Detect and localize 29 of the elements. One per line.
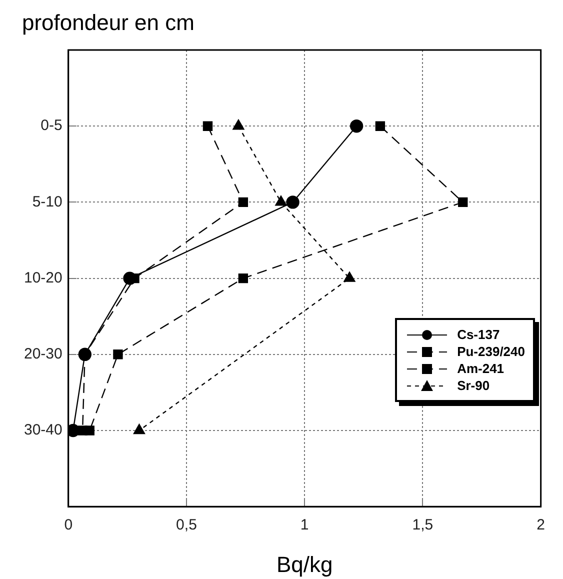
x-tick-label: 1: [300, 516, 309, 534]
x-tick-label: 1,5: [412, 516, 434, 534]
point: [133, 424, 146, 434]
y-tick-label: 20-30: [24, 346, 62, 363]
point: [113, 350, 123, 360]
legend-label: Cs-137: [457, 327, 500, 342]
point: [344, 272, 356, 282]
x-axis-title: Bq/kg: [276, 552, 333, 577]
point: [202, 121, 213, 131]
point: [350, 120, 364, 133]
point: [238, 273, 248, 284]
point: [286, 196, 300, 209]
y-axis-title: profondeur en cm: [22, 10, 194, 36]
point: [78, 426, 88, 436]
legend-label: Am-241: [457, 361, 504, 376]
y-tick-label: 0-5: [40, 117, 62, 134]
legend-label: Sr-90: [457, 378, 490, 393]
x-tick-label: 0,5: [176, 516, 197, 534]
point: [238, 197, 248, 208]
point: [458, 197, 468, 208]
point: [232, 120, 244, 130]
y-tick-label: 10-20: [24, 269, 62, 286]
y-tick-label: 30-40: [24, 422, 62, 439]
x-tick-label: 2: [536, 516, 545, 534]
x-tick-label: 0: [64, 516, 73, 534]
point: [375, 121, 386, 131]
point: [275, 196, 287, 206]
y-tick-label: 5-10: [32, 193, 62, 210]
legend-label: Pu-239/240: [457, 344, 525, 359]
